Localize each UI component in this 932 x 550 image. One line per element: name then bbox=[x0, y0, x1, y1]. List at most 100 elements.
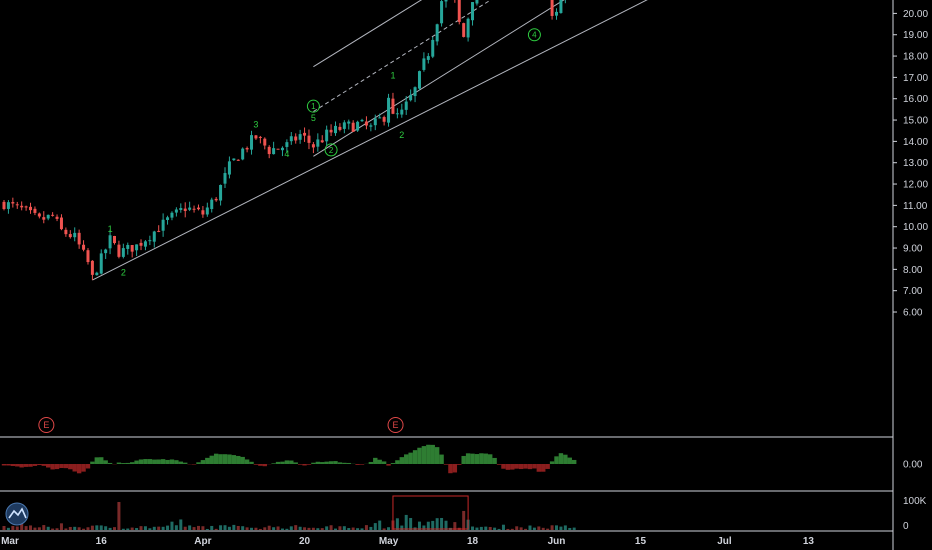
time-tick-label: Mar bbox=[1, 536, 19, 547]
time-tick-label: 15 bbox=[635, 536, 647, 547]
candle-body bbox=[196, 207, 200, 210]
volume-bar bbox=[121, 528, 125, 530]
candle-body bbox=[205, 207, 209, 215]
oscillator-bar bbox=[138, 459, 144, 464]
candle-body bbox=[272, 148, 276, 155]
candle-body bbox=[192, 208, 196, 210]
volume-bar bbox=[417, 521, 421, 530]
oscillator-bar bbox=[205, 457, 210, 464]
candle-body bbox=[86, 250, 90, 263]
candle-body bbox=[82, 244, 86, 250]
oscillator-bar bbox=[536, 464, 542, 472]
candle-body bbox=[422, 58, 426, 70]
volume-bar bbox=[126, 528, 130, 530]
volume-bar bbox=[51, 528, 55, 530]
volume-bar bbox=[440, 517, 444, 530]
oscillator-bar bbox=[523, 464, 528, 469]
wave-label: 1 bbox=[311, 102, 316, 111]
oscillator-bar bbox=[501, 464, 506, 469]
volume-bar bbox=[161, 526, 165, 530]
oscillator-bar bbox=[496, 464, 502, 465]
earnings-circle bbox=[387, 417, 404, 433]
candle-body bbox=[404, 101, 408, 110]
volume-bar bbox=[170, 521, 174, 530]
candle-body bbox=[280, 147, 284, 151]
oscillator-bar bbox=[156, 459, 161, 464]
volume-bar bbox=[294, 525, 298, 530]
oscillator-bar bbox=[337, 462, 343, 464]
volume-bar bbox=[192, 527, 196, 530]
oscillator-bar bbox=[1, 464, 7, 466]
volume-bar bbox=[342, 526, 346, 530]
oscillator-bar bbox=[306, 464, 312, 465]
oscillator-bar bbox=[23, 464, 29, 467]
candle-body bbox=[351, 122, 355, 132]
candle-body bbox=[42, 217, 46, 220]
price-axis[interactable]: 25.0024.0023.0022.0021.0020.0019.0018.00… bbox=[893, 0, 932, 532]
candle-body bbox=[143, 241, 147, 247]
oscillator-bar bbox=[297, 464, 303, 465]
volume-bar bbox=[236, 525, 240, 530]
oscillator-bar bbox=[404, 454, 409, 464]
volume-bar bbox=[263, 527, 267, 530]
volume-bar bbox=[68, 526, 72, 530]
volume-bar bbox=[219, 525, 223, 530]
volume-bar bbox=[378, 520, 382, 530]
volume-bar bbox=[351, 527, 355, 530]
wave-label: 2 bbox=[399, 130, 404, 140]
volume-bar bbox=[409, 517, 413, 530]
logo-icon[interactable] bbox=[5, 502, 29, 526]
candle-body bbox=[179, 208, 183, 211]
oscillator-bar bbox=[76, 464, 82, 474]
oscillator-bar bbox=[514, 464, 519, 469]
candle-body bbox=[117, 244, 121, 257]
candle-body bbox=[391, 98, 395, 114]
candle-body bbox=[130, 245, 134, 252]
oscillator-bar bbox=[143, 459, 148, 464]
candle-body bbox=[373, 118, 377, 126]
candle-body bbox=[395, 113, 399, 115]
candle-body bbox=[325, 129, 329, 142]
candle-body bbox=[316, 139, 320, 147]
candle-body bbox=[413, 87, 417, 97]
volume-bar bbox=[493, 527, 497, 530]
oscillator-bar bbox=[567, 457, 572, 464]
candle-body bbox=[471, 2, 475, 21]
volume-bar bbox=[241, 526, 245, 530]
oscillator-bar bbox=[249, 461, 254, 464]
volume-bar bbox=[280, 528, 284, 530]
volume-bar bbox=[510, 528, 514, 530]
candle-body bbox=[95, 272, 99, 276]
oscillator-bar bbox=[32, 464, 38, 466]
volume-bar bbox=[471, 526, 475, 530]
oscillator-tick-label: 0.00 bbox=[903, 460, 923, 471]
volume-bar bbox=[484, 526, 488, 530]
volume-bar bbox=[532, 527, 536, 530]
candle-body bbox=[241, 148, 245, 160]
volume-bar bbox=[139, 526, 143, 530]
volume-bar bbox=[214, 528, 218, 530]
volume-bar bbox=[382, 528, 386, 530]
oscillator-bar bbox=[373, 457, 378, 464]
candle-body bbox=[426, 56, 430, 60]
time-axis[interactable]: Mar 16 Apr 20 May 18 Jun 15 Jul 13 bbox=[1, 536, 814, 547]
oscillator-bar bbox=[209, 455, 214, 464]
oscillator-bar bbox=[320, 462, 325, 464]
oscillator-bar bbox=[90, 461, 95, 464]
oscillator-bar bbox=[41, 464, 46, 466]
candle-body bbox=[298, 134, 302, 140]
candle-body bbox=[462, 23, 466, 37]
oscillator-bar bbox=[311, 462, 316, 464]
candle-body bbox=[342, 122, 346, 129]
oscillator-bar bbox=[492, 457, 497, 464]
oscillator-bar bbox=[457, 464, 462, 465]
candle-body bbox=[250, 135, 254, 150]
candle-body bbox=[51, 214, 55, 216]
volume-bar bbox=[360, 528, 364, 530]
volume-bar bbox=[29, 525, 33, 530]
candle-body bbox=[444, 0, 448, 2]
trendlines[interactable] bbox=[92, 0, 658, 281]
candle-body bbox=[356, 121, 360, 131]
